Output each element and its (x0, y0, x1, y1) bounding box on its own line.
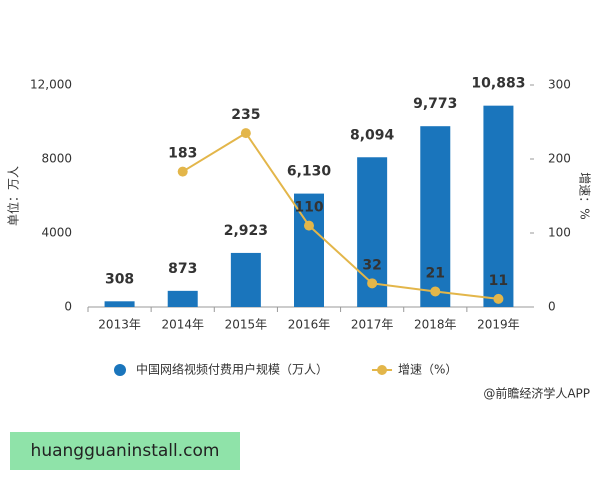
line-value-label: 32 (362, 257, 381, 273)
y-tick-label: 0 (64, 300, 72, 314)
y2-axis-title: 增速：% (578, 172, 592, 219)
source: @前瞻经济学人APP (483, 386, 590, 401)
x-tick-label: 2015年 (225, 318, 268, 332)
line-value-label: 235 (231, 107, 260, 123)
bar-value-label: 9,773 (413, 96, 457, 112)
bar-value-label: 6,130 (287, 164, 332, 180)
line (182, 131, 499, 300)
x-tick-label: 2014年 (161, 318, 204, 332)
line-value-label: 11 (489, 273, 508, 289)
line-value-label: 21 (426, 265, 445, 281)
bar-value-label: 873 (168, 261, 197, 277)
line-point (493, 293, 504, 304)
line-value-label: 183 (168, 146, 197, 162)
line-point (177, 166, 188, 177)
chart: 单位：万人 增速：% @前瞻经济学人APP 0 4000 8000 12,000 0 10… (6, 76, 592, 401)
legend-swatch (377, 365, 388, 375)
bar-value-label: 8,094 (350, 127, 395, 143)
x-tick-label: 2013年 (98, 318, 141, 332)
x-tick-label: 2016年 (288, 318, 331, 332)
bar (167, 290, 198, 307)
bar-value-label: 308 (105, 271, 134, 287)
y-tick-label: 8000 (41, 152, 72, 166)
line-value-label: 110 (294, 200, 323, 216)
line-point (430, 286, 441, 297)
line-point (304, 220, 314, 231)
x-tick-label: 2019年 (477, 318, 520, 332)
x-tick-label: 2017年 (351, 318, 394, 332)
y-tick-label: 12,000 (30, 78, 72, 92)
x-tick-label: 2018年 (414, 318, 457, 332)
line-point (240, 128, 251, 139)
y-axis-title: 单位：万人 (6, 166, 21, 226)
y2-tick-label: 100 (548, 226, 571, 240)
footer-banner: huangguaninstall.com (10, 432, 240, 470)
bar-value-label: 2,923 (224, 223, 268, 239)
legend-label: 增速（%） (398, 363, 457, 377)
y2-tick-label: 0 (548, 300, 556, 314)
line-point (367, 278, 378, 289)
legend-swatch (114, 364, 126, 376)
bar (483, 105, 514, 308)
y2-tick-label: 200 (548, 152, 571, 166)
y-tick-label: 4000 (41, 226, 72, 240)
bar (104, 301, 135, 307)
y2-tick-label: 300 (548, 78, 571, 92)
bar (230, 252, 261, 307)
bar-value-label: 10,883 (471, 76, 525, 92)
bar (420, 126, 451, 308)
legend-label: 中国网络视频付费用户规模（万人） (136, 362, 328, 377)
